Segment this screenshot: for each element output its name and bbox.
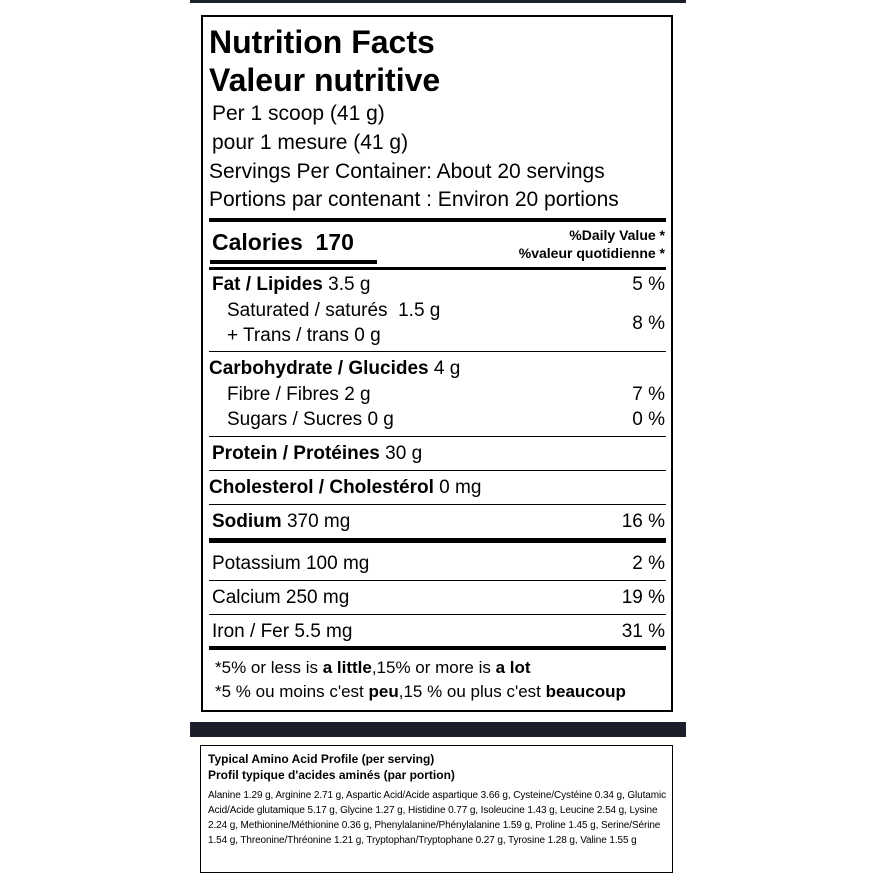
- nutrient-name: Iron / Fer: [212, 621, 290, 642]
- top-bar: [190, 0, 686, 3]
- rule: [209, 267, 666, 270]
- saturated-row: Saturated / saturés 1.5 g: [227, 300, 440, 322]
- text: ,15% or more is: [371, 658, 496, 677]
- fat-row: Fat / Lipides 3.5 g: [212, 274, 370, 296]
- servings-fr: Portions par contenant : Environ 20 port…: [209, 188, 619, 211]
- amount: 100 mg: [305, 553, 370, 574]
- title-en: Nutrition Facts: [209, 24, 435, 60]
- text: a little: [322, 658, 372, 677]
- text: a lot: [495, 658, 531, 677]
- nutrient-name: Sodium: [212, 511, 282, 532]
- mineral-row: Potassium 100 mg: [212, 553, 369, 575]
- amount: 4 g: [433, 358, 461, 379]
- rule: [209, 351, 666, 352]
- dv: 7 %: [632, 384, 665, 405]
- sodium-row: Sodium 370 mg: [212, 511, 350, 533]
- footnote-fr: *5 % ou moins c'est peu,15 % ou plus c'e…: [215, 681, 626, 703]
- nutrient-name: Saturated / saturés: [227, 300, 388, 321]
- nutrient-name: Cholesterol / Cholestérol: [209, 477, 434, 498]
- divider-band: [190, 722, 686, 737]
- dv: 0 %: [632, 409, 665, 430]
- amount: 3.5 g: [328, 274, 371, 295]
- carb-row: Carbohydrate / Glucides 4 g: [209, 358, 460, 380]
- dv: 5 %: [632, 274, 665, 295]
- amino-title-fr: Profil typique d'acides aminés (par port…: [208, 768, 455, 782]
- amount: 250 mg: [285, 587, 350, 608]
- text: *5 % ou moins c'est: [215, 682, 369, 701]
- rule: [209, 614, 666, 615]
- nutrient-name: Potassium: [212, 553, 301, 574]
- amount: 0 mg: [439, 477, 482, 498]
- rule: [209, 646, 666, 650]
- dv: 2 %: [632, 553, 665, 574]
- amino-box: [200, 745, 673, 873]
- calories-underline: [210, 260, 377, 264]
- protein-row: Protein / Protéines 30 g: [212, 443, 422, 465]
- serving-fr: pour 1 mesure (41 g): [212, 131, 409, 154]
- rule: [209, 504, 666, 505]
- title-fr: Valeur nutritive: [209, 62, 441, 98]
- nutrient-name: Sugars / Sucres: [227, 409, 363, 430]
- text: beaucoup: [545, 682, 626, 701]
- footnote-en: *5% or less is a little,15% or more is a…: [215, 657, 531, 679]
- dv: 8 %: [632, 313, 665, 334]
- nutrient-name: + Trans / trans: [227, 325, 349, 346]
- amount: 2 g: [344, 384, 371, 405]
- text: peu: [368, 682, 399, 701]
- calories: Calories 170: [212, 229, 354, 255]
- nutrient-name: Protein / Protéines: [212, 443, 380, 464]
- amount: 1.5 g: [398, 300, 441, 321]
- calories-value: 170: [315, 229, 354, 255]
- sugars-row: Sugars / Sucres 0 g: [227, 409, 394, 431]
- amount: 0 g: [354, 325, 381, 346]
- rule: [209, 470, 666, 471]
- rule: [209, 538, 666, 543]
- amount: 370 mg: [286, 511, 351, 532]
- amount: 30 g: [385, 443, 423, 464]
- dv: 16 %: [621, 511, 665, 532]
- servings-en: Servings Per Container: About 20 serving…: [209, 160, 605, 183]
- amino-text: Alanine 1.29 g, Arginine 2.71 g, Asparti…: [208, 790, 667, 846]
- amount: 5.5 mg: [294, 621, 353, 642]
- mineral-row: Iron / Fer 5.5 mg: [212, 621, 352, 643]
- amount: 0 g: [367, 409, 394, 430]
- dv: 19 %: [621, 587, 665, 608]
- fibre-row: Fibre / Fibres 2 g: [227, 384, 371, 406]
- text: ,15 % ou plus c'est: [398, 682, 546, 701]
- rule: [209, 436, 666, 437]
- nutrition-label: [201, 15, 673, 712]
- nutrient-name: Carbohydrate / Glucides: [209, 358, 429, 379]
- amino-title-en: Typical Amino Acid Profile (per serving): [208, 752, 435, 766]
- nutrient-name: Fibre / Fibres: [227, 384, 339, 405]
- cholesterol-row: Cholesterol / Cholestérol 0 mg: [209, 477, 481, 499]
- dv-en: %Daily Value *: [569, 227, 665, 243]
- dv-fr: %valeur quotidienne *: [518, 245, 665, 261]
- mineral-row: Calcium 250 mg: [212, 587, 349, 609]
- nutrient-name: Fat / Lipides: [212, 274, 323, 295]
- calories-label: Calories: [212, 229, 303, 255]
- serving-en: Per 1 scoop (41 g): [212, 102, 385, 125]
- trans-row: + Trans / trans 0 g: [227, 325, 381, 347]
- rule: [209, 580, 666, 581]
- dv: 31 %: [621, 621, 665, 642]
- text: *5% or less is: [215, 658, 323, 677]
- rule: [209, 218, 666, 222]
- nutrient-name: Calcium: [212, 587, 281, 608]
